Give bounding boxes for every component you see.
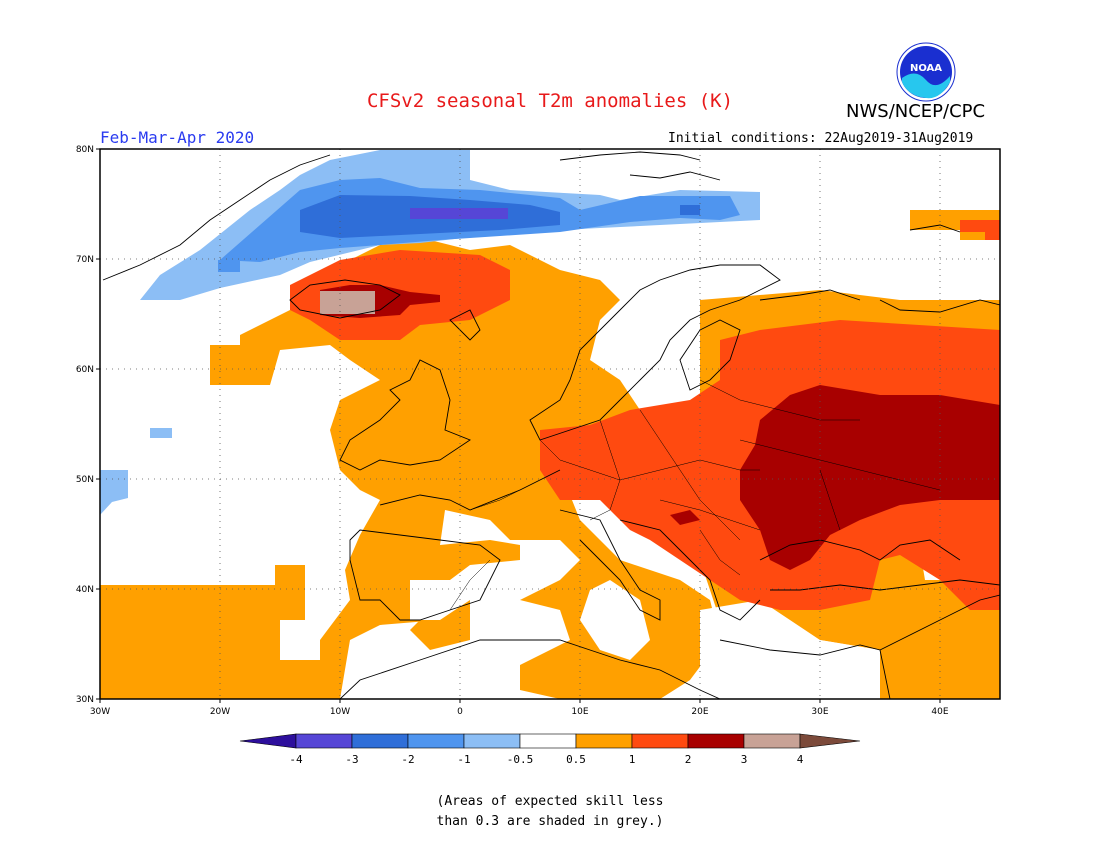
lat-label: 30N (76, 695, 94, 705)
colorbar-segment (687, 733, 745, 749)
initial-conditions: Initial conditions: 22Aug2019-31Aug2019 (668, 131, 974, 146)
colorbar-segment (295, 733, 353, 749)
lon-label: 0 (457, 707, 463, 717)
noaa-logo-icon: NOAA (896, 42, 956, 102)
lon-label: 40E (931, 707, 948, 717)
agency-label: NWS/NCEP/CPC (846, 101, 986, 122)
colorbar-label: -4 (289, 753, 303, 766)
chart-title: CFSv2 seasonal T2m anomalies (K) (366, 90, 734, 112)
lon-label: 20W (210, 707, 230, 717)
country-borders (449, 379, 941, 611)
colorbar-segment (463, 733, 521, 749)
colorbar-segment (799, 733, 861, 749)
lon-label: 10E (571, 707, 588, 717)
colorbar-label: 1 (628, 753, 636, 766)
lat-label: 70N (76, 255, 94, 265)
colorbar-segment (519, 733, 577, 749)
lat-label: 60N (76, 365, 94, 375)
lon-label: 20E (691, 707, 708, 717)
colorbar-label: -2 (401, 753, 415, 766)
coastlines (102, 151, 1000, 699)
colorbar-label: -0.5 (506, 753, 534, 766)
colorbar (239, 733, 861, 749)
colorbar-segment (351, 733, 409, 749)
axis-ticks (96, 148, 941, 703)
lat-label: 40N (76, 585, 94, 595)
lon-label: 10W (330, 707, 350, 717)
svg-text:NOAA: NOAA (910, 63, 942, 74)
colorbar-label: 2 (684, 753, 692, 766)
map-frame (99, 148, 1001, 700)
map-grid (100, 149, 1000, 699)
lon-label: 30E (811, 707, 828, 717)
colorbar-segment (407, 733, 465, 749)
colorbar-label: 4 (796, 753, 804, 766)
skill-note-line: (Areas of expected skill less (436, 794, 664, 809)
forecast-period: Feb-Mar-Apr 2020 (100, 128, 255, 147)
colorbar-segment (575, 733, 633, 749)
colorbar-label: -1 (457, 753, 471, 766)
colorbar-label: 3 (740, 753, 748, 766)
colorbar-segment (743, 733, 801, 749)
colorbar-label: 0.5 (566, 753, 586, 766)
lat-label: 80N (76, 145, 94, 155)
colorbar-label: -3 (345, 753, 359, 766)
lat-label: 50N (76, 475, 94, 485)
colorbar-segment (239, 733, 297, 749)
colorbar-segment (631, 733, 689, 749)
skill-note-line: than 0.3 are shaded in grey.) (436, 814, 664, 829)
anomaly-region-neg-3-4 (410, 208, 508, 219)
lon-label: 30W (90, 707, 110, 717)
skill-note: (Areas of expected skill less than 0.3 a… (0, 792, 1100, 832)
anomaly-region-3-4 (320, 291, 375, 314)
